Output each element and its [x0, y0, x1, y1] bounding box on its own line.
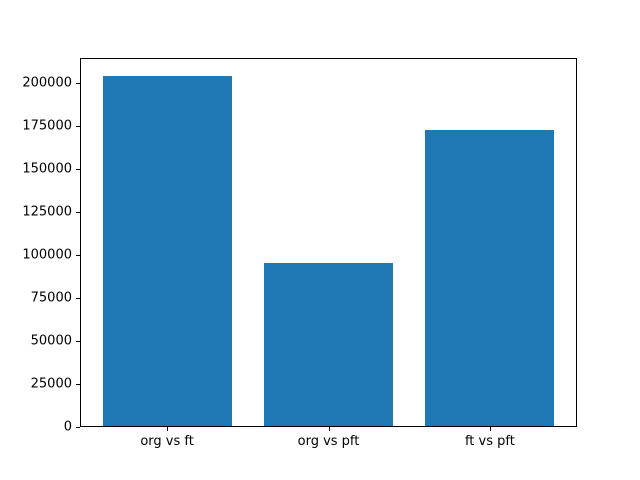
y-tick-label: 125000 — [22, 204, 72, 220]
y-tick-label: 0 — [63, 419, 72, 435]
y-tick-mark — [76, 297, 80, 299]
y-tick-mark — [76, 340, 80, 342]
bar-3 — [425, 129, 555, 426]
y-tick-mark — [76, 426, 80, 428]
y-tick-label: 150000 — [22, 161, 72, 177]
y-tick-label: 50000 — [30, 333, 72, 349]
x-tick-mark — [167, 427, 169, 431]
y-tick-mark — [76, 254, 80, 256]
y-tick-label: 175000 — [22, 118, 72, 134]
y-tick-mark — [76, 168, 80, 170]
x-tick-label: org vs ft — [140, 434, 194, 449]
bar-2 — [264, 262, 394, 426]
y-tick-mark — [76, 211, 80, 213]
y-tick-mark — [76, 125, 80, 127]
x-tick-label: org vs pft — [297, 434, 360, 449]
x-tick-mark — [328, 427, 330, 431]
x-tick-mark — [489, 427, 491, 431]
y-tick-label: 200000 — [22, 75, 72, 91]
bar-1 — [102, 75, 232, 426]
y-tick-mark — [76, 383, 80, 385]
y-tick-mark — [76, 82, 80, 84]
y-tick-label: 25000 — [30, 376, 72, 392]
y-tick-label: 100000 — [22, 247, 72, 263]
y-tick-label: 75000 — [30, 290, 72, 306]
x-tick-label: ft vs pft — [464, 434, 515, 449]
